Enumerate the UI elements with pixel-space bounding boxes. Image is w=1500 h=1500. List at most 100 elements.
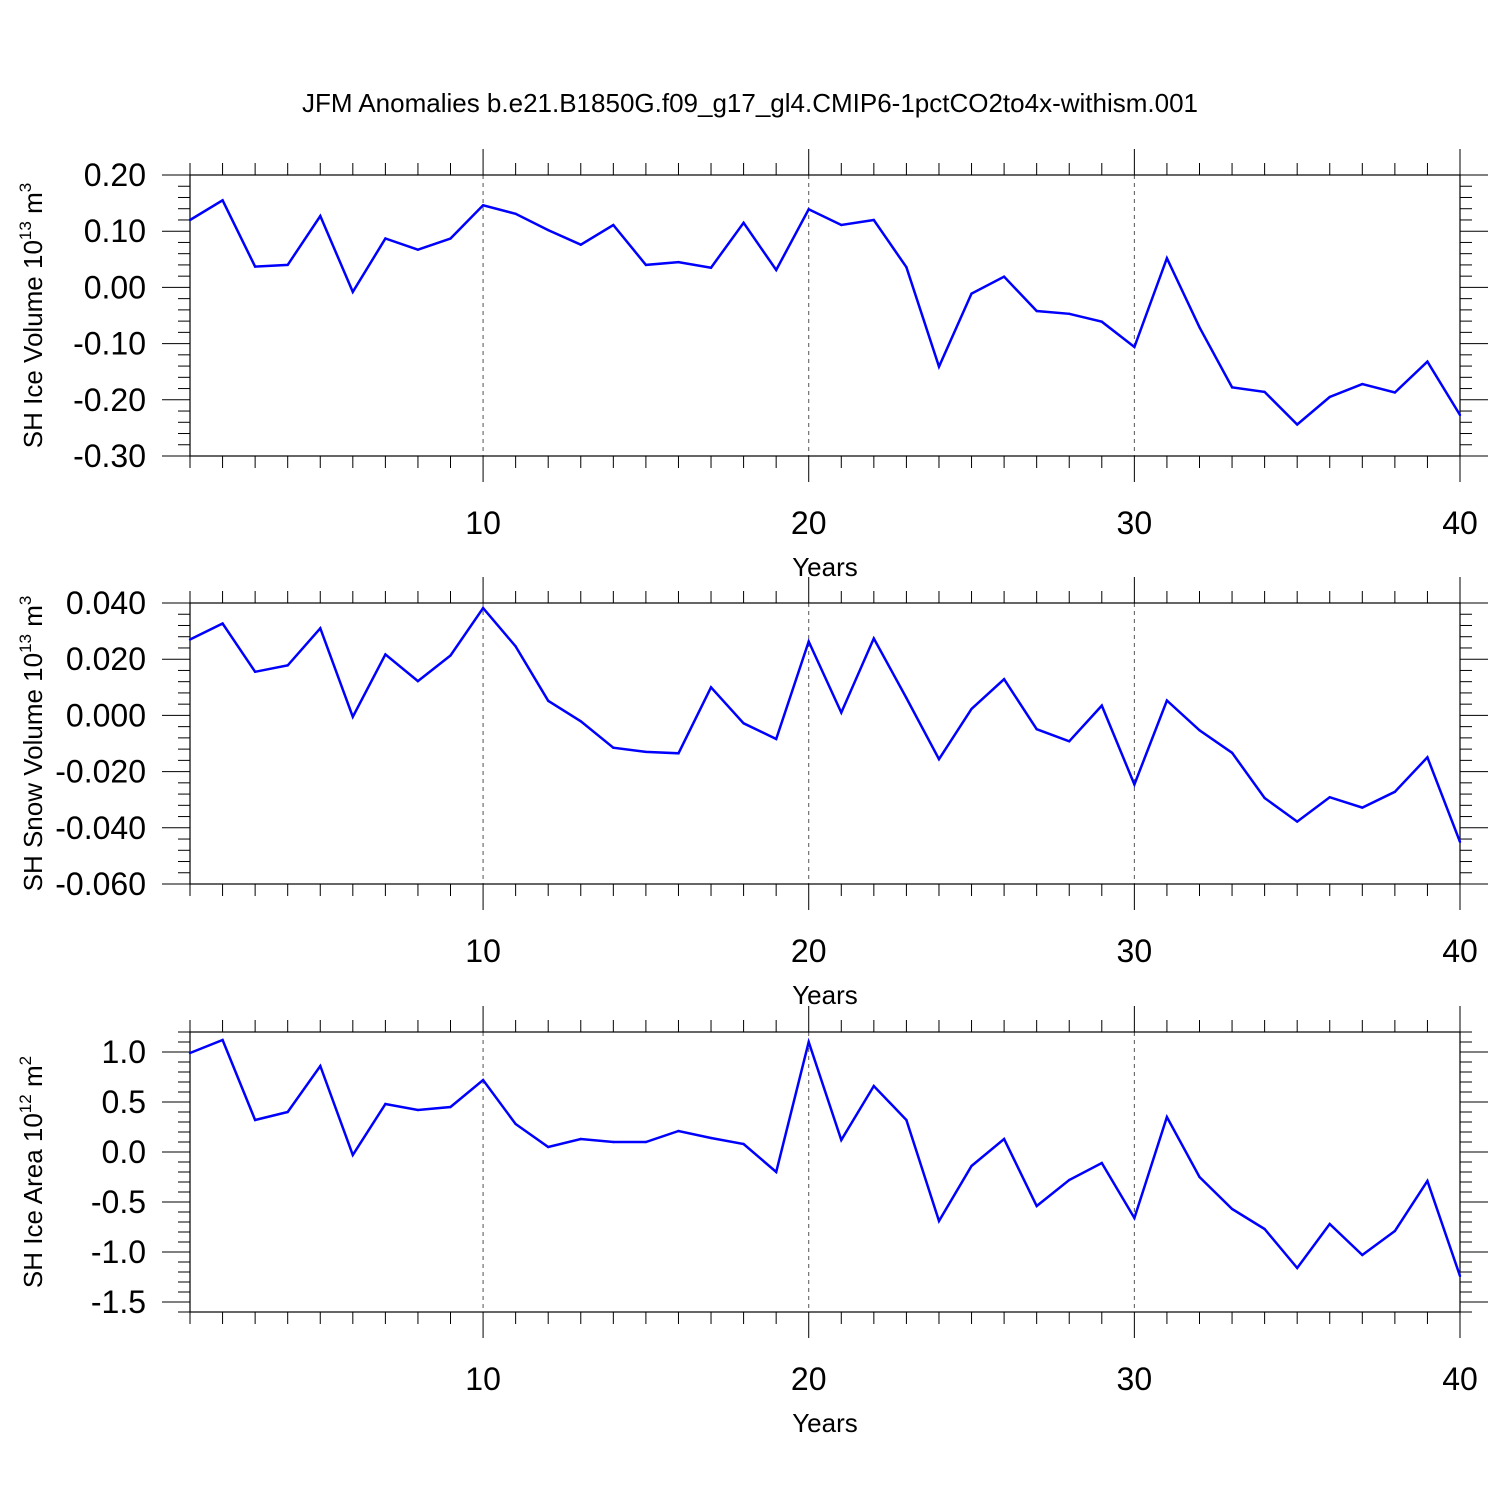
y-tick-label: 0.10 bbox=[84, 213, 146, 249]
data-point bbox=[1198, 1175, 1201, 1179]
data-point bbox=[1295, 423, 1299, 426]
data-point bbox=[449, 1105, 452, 1109]
data-point bbox=[807, 640, 810, 643]
chart-title: JFM Anomalies b.e21.B1850G.f09_g17_gl4.C… bbox=[302, 88, 1198, 118]
data-point bbox=[1035, 309, 1038, 313]
data-point bbox=[319, 627, 322, 630]
data-point bbox=[286, 1110, 289, 1114]
y-tick-label: -0.040 bbox=[55, 810, 146, 846]
data-point bbox=[1035, 727, 1038, 731]
y-tick-label: 0.000 bbox=[66, 697, 146, 733]
series-line bbox=[189, 1037, 1462, 1277]
data-point bbox=[1133, 783, 1136, 786]
data-point bbox=[286, 664, 289, 667]
x-axis-title: Years bbox=[792, 552, 858, 582]
y-tick-label: -1.5 bbox=[91, 1284, 146, 1320]
data-point bbox=[1361, 806, 1364, 809]
data-point bbox=[872, 218, 876, 222]
data-point bbox=[612, 1140, 615, 1144]
data-point bbox=[709, 266, 713, 269]
data-point bbox=[742, 1142, 745, 1146]
data-point bbox=[449, 654, 452, 657]
y-axis-title: SH Ice Volume 1013 m3 bbox=[16, 183, 48, 448]
plot-frame bbox=[189, 1031, 1461, 1313]
data-point bbox=[1230, 751, 1234, 754]
data-point bbox=[1458, 413, 1462, 417]
data-point bbox=[1068, 312, 1071, 316]
data-point bbox=[1133, 345, 1136, 349]
data-point bbox=[579, 720, 582, 723]
x-tick-label: 40 bbox=[1442, 1361, 1478, 1397]
data-point bbox=[1002, 1137, 1006, 1141]
data-point bbox=[970, 707, 973, 711]
y-tick-label: 0.5 bbox=[102, 1084, 146, 1120]
data-point bbox=[709, 1136, 713, 1140]
y-tick-label: -0.30 bbox=[73, 438, 146, 474]
data-point bbox=[481, 204, 485, 207]
y-axis-title-ylabel-unit-sup: 3 bbox=[16, 183, 35, 192]
data-point bbox=[319, 1064, 322, 1068]
data-point bbox=[970, 1164, 973, 1168]
data-point bbox=[188, 638, 192, 641]
x-tick-label: 40 bbox=[1442, 505, 1478, 541]
y-axis-title-ylabel-sup: 13 bbox=[16, 634, 35, 653]
x-tick-label: 10 bbox=[465, 505, 501, 541]
x-tick-label: 20 bbox=[791, 505, 827, 541]
y-axis-title-ylabel-sup: 13 bbox=[16, 221, 35, 240]
data-point bbox=[1393, 790, 1397, 794]
data-point bbox=[449, 237, 452, 240]
data-point bbox=[1100, 704, 1103, 707]
data-point bbox=[1263, 796, 1266, 800]
data-point bbox=[253, 1118, 257, 1122]
data-point bbox=[416, 679, 420, 683]
data-point bbox=[677, 1129, 680, 1133]
data-point bbox=[1230, 386, 1234, 389]
data-point bbox=[416, 1108, 420, 1112]
data-point bbox=[905, 696, 908, 700]
data-point bbox=[1295, 1266, 1299, 1270]
data-point bbox=[840, 1138, 843, 1142]
data-point bbox=[774, 737, 778, 741]
data-point bbox=[1198, 729, 1201, 732]
data-point bbox=[1068, 740, 1071, 743]
data-point bbox=[970, 292, 973, 295]
data-point bbox=[742, 722, 745, 725]
y-tick-label: 0.20 bbox=[84, 157, 146, 193]
x-tick-label: 30 bbox=[1117, 505, 1153, 541]
data-point bbox=[481, 606, 485, 610]
y-tick-label: -0.10 bbox=[73, 326, 146, 362]
data-point bbox=[1426, 360, 1429, 363]
data-point bbox=[253, 265, 257, 268]
data-point bbox=[481, 1078, 485, 1082]
y-tick-label: -0.20 bbox=[73, 382, 146, 418]
y-tick-label: 0.00 bbox=[84, 269, 146, 305]
y-tick-label: 0.040 bbox=[66, 585, 146, 621]
data-point bbox=[1458, 840, 1462, 844]
data-point bbox=[384, 653, 387, 656]
x-tick-label: 20 bbox=[791, 933, 827, 969]
data-point bbox=[1361, 382, 1364, 386]
y-axis-title: SH Ice Area 1012 m2 bbox=[16, 1056, 48, 1288]
data-point bbox=[188, 1051, 192, 1055]
data-point bbox=[1198, 326, 1201, 329]
data-point bbox=[221, 199, 224, 202]
data-point bbox=[1100, 320, 1103, 323]
panel-3: 10 20 30 40 Years 1.0 0.5 0.0 -0.5 -1.0 -1.5 SH Ice… bbox=[16, 1006, 1488, 1438]
data-point bbox=[644, 1140, 648, 1144]
data-point bbox=[1263, 390, 1266, 394]
series-line bbox=[189, 198, 1462, 427]
data-point bbox=[221, 1038, 224, 1042]
y-tick-label: -1.0 bbox=[91, 1234, 146, 1270]
data-point bbox=[1002, 275, 1006, 278]
data-point bbox=[1230, 1207, 1234, 1211]
panel-1: 10 20 30 40 Years 0.20 0.10 0.00 -0.10 -0.20 -0.30… bbox=[16, 149, 1488, 582]
data-point bbox=[1165, 256, 1169, 260]
y-tick-label: -0.060 bbox=[55, 866, 146, 902]
data-point bbox=[1393, 391, 1397, 394]
data-point bbox=[677, 752, 680, 755]
data-point bbox=[807, 1040, 810, 1044]
data-point bbox=[807, 208, 810, 211]
data-point bbox=[612, 746, 615, 749]
y-axis-title-ylabel-main: SH Snow Volume 10 bbox=[18, 653, 48, 891]
